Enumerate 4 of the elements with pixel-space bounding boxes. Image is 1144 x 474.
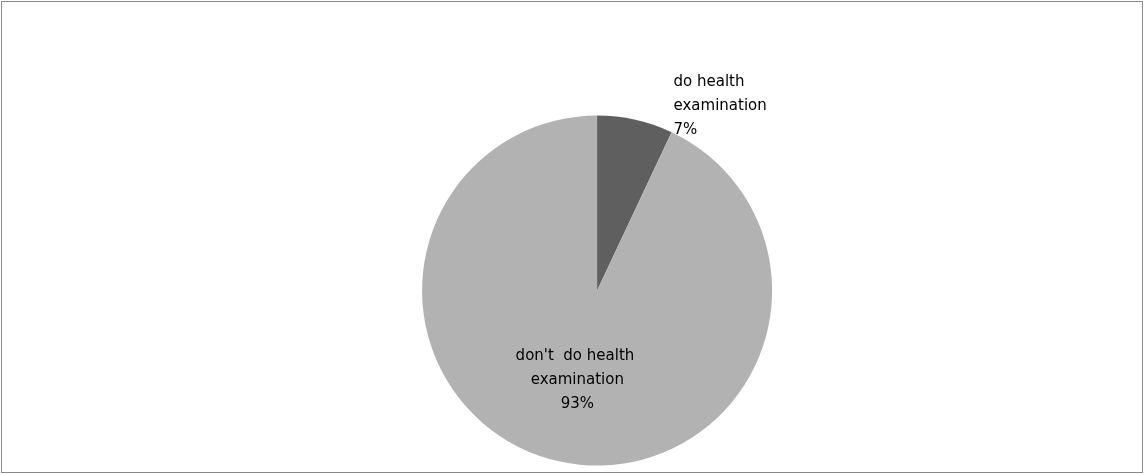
data-label: 7%: [673, 120, 698, 139]
slice-label: don't do health examination: [515, 345, 640, 388]
data-label: 93%: [560, 393, 595, 412]
slice-label: do health examination: [673, 72, 767, 115]
